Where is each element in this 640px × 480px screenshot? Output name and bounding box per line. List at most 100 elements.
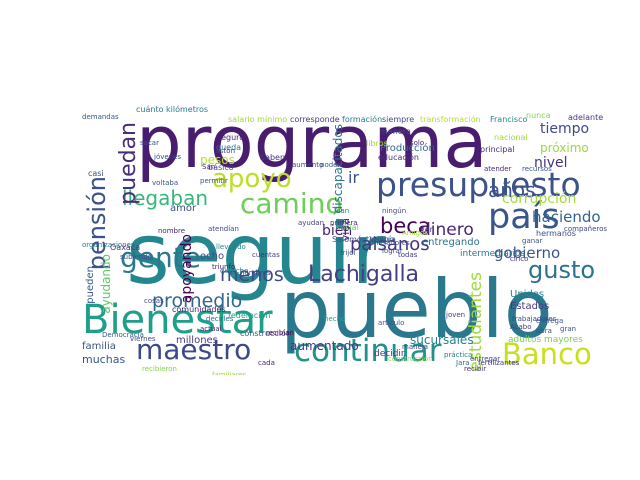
word-amor: amor <box>170 203 197 214</box>
word-pueden: pueden <box>85 266 96 304</box>
word-jovenes: jóvenes <box>154 153 182 161</box>
word-bienestar: Bienestar <box>82 297 273 343</box>
word-acabo: Acabo <box>510 323 532 331</box>
word-lachigalla: Lachigalla <box>308 262 420 287</box>
word-entrega: entrega <box>536 317 564 325</box>
word-intermediarios: intermediarios <box>460 249 526 259</box>
word-pais: país <box>488 197 560 237</box>
word-poder: poder <box>320 161 341 169</box>
word-organizaciones: organizaciones <box>82 241 135 249</box>
word-manera: manera <box>380 127 411 136</box>
word-ver: ver <box>420 225 433 234</box>
word-voltaba: voltaba <box>152 179 179 187</box>
word-libros: libros <box>366 139 388 148</box>
word-articulo: artículo <box>378 319 405 327</box>
word-nunca: nunca <box>526 111 551 120</box>
word-llevando: llevando <box>216 243 246 251</box>
word-frijol: frijol <box>340 249 356 257</box>
word-fertilizantes: fertilizantes <box>478 359 520 367</box>
word-gusto: gusto <box>528 256 596 284</box>
word-continuar: continuar <box>294 333 442 369</box>
word-practica: práctica <box>444 351 473 359</box>
word-construccion-2: construcción <box>388 355 433 363</box>
word-transformacion: transformación <box>420 115 481 124</box>
word-ayudan: ayudan <box>298 219 325 227</box>
word-nacional: nacional <box>494 133 528 142</box>
word-cada: cada <box>258 359 275 367</box>
word-aumentado: aumentado <box>290 339 359 353</box>
word-beca: beca <box>380 214 431 238</box>
word-todas: todas <box>398 251 418 259</box>
word-basico: básico <box>208 163 234 172</box>
word-cosas: cosas <box>144 297 164 305</box>
word-sacar: sacar <box>140 139 159 147</box>
word-permitir: permitir <box>200 177 228 185</box>
word-recibir: recibir <box>464 365 487 373</box>
word-dinero: dinero <box>420 220 474 240</box>
word-cinco: cinco <box>510 255 529 263</box>
word-trabajadores: trabajadores <box>512 315 557 323</box>
word-ir: ir <box>348 168 360 187</box>
word-solo: solo <box>410 139 425 147</box>
word-nivel: nivel <box>534 155 568 171</box>
word-menos: menos <box>220 264 284 286</box>
word-paisanos: paisanos <box>350 234 430 255</box>
word-seguir: seguir <box>126 205 386 303</box>
word-familia: familia <box>82 341 116 352</box>
word-adelante: adelante <box>568 113 604 122</box>
word-gente: gente <box>120 241 201 274</box>
word-entregando: entregando <box>422 237 480 248</box>
word-pesos: pesos <box>200 153 235 167</box>
word-federacion: federación <box>228 311 271 320</box>
word-entregar: entregar <box>470 355 501 363</box>
word-promedio: promedio <box>152 290 243 312</box>
word-construccion: construcción <box>240 329 292 338</box>
word-corrupcion: corrupción <box>502 191 577 207</box>
word-atendian: atendían <box>208 225 239 233</box>
word-apoyo: apoyo <box>212 164 292 194</box>
word-hecho: hecho <box>324 315 346 323</box>
word-puedan: puedan <box>116 122 141 205</box>
word-salario-minimo: salario mínimo <box>228 115 288 124</box>
word-produccion: Producción <box>380 143 435 154</box>
word-haciendo: haciendo <box>532 208 601 226</box>
word-banco: Banco <box>502 337 592 371</box>
word-maneja: maneja <box>402 343 429 351</box>
word-ocho: ocho <box>200 251 225 262</box>
word-familiares: familiares <box>212 371 247 376</box>
word-todavia: todavía <box>366 235 396 244</box>
word-lograr: lograr <box>382 247 403 255</box>
word-subiendo: subiendo <box>120 253 152 261</box>
word-decirles: decirles <box>206 315 234 323</box>
word-saben: Saben <box>260 153 286 162</box>
word-seguro: Seguro <box>216 133 245 142</box>
word-anos: años <box>488 178 536 202</box>
word-pueblo: pueblo <box>280 263 553 356</box>
word-bien: bien <box>322 223 353 239</box>
word-ningun: ningún <box>382 207 407 215</box>
word-cuanto-kilometros: cuánto kilómetros <box>136 105 209 114</box>
word-siempre: siempre <box>382 115 415 124</box>
word-recibian: recibían <box>266 329 294 337</box>
word-maestro: maestro <box>136 333 252 366</box>
word-triunfo: triunfo <box>212 263 236 271</box>
word-demandas: demandas <box>82 113 119 121</box>
word-educacion: educación <box>378 153 419 162</box>
word-ayudando: ayudando <box>99 254 113 314</box>
word-atender: atender <box>484 165 512 173</box>
word-formacion: formación <box>342 115 383 124</box>
word-actual: actual <box>200 325 222 333</box>
word-recibieron: recibieron <box>142 365 177 373</box>
word-corresponde: corresponde <box>290 115 340 124</box>
word-cuentas: cuentas <box>252 251 280 259</box>
word-amigos: Amigos <box>402 229 428 237</box>
word-gran: gran <box>560 325 577 333</box>
word-joven: joven <box>446 311 466 319</box>
word-nombre: nombre <box>158 227 186 235</box>
word-tiempo: tiempo <box>540 121 590 137</box>
word-programa: programa <box>136 104 488 184</box>
word-social: social <box>336 223 359 232</box>
word-oaxaca: Oaxaca <box>110 243 141 252</box>
word-apoyando: apoyando <box>179 234 195 304</box>
word-muchas: muchas <box>82 353 126 366</box>
